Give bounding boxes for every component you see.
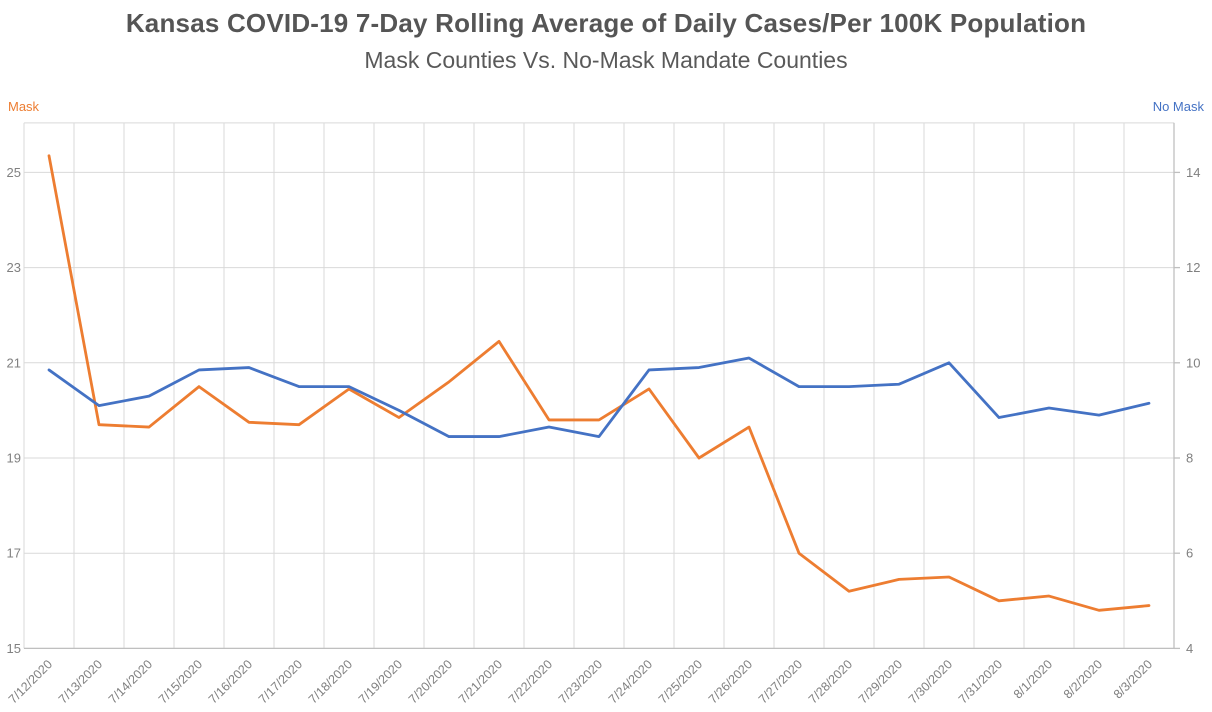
right-axis-tick-label: 10 [1186,355,1200,370]
x-axis-label: 7/21/2020 [456,657,505,706]
chart-title: Kansas COVID-19 7-Day Rolling Average of… [125,8,1087,38]
right-axis-title: No Mask [1152,99,1204,114]
x-axis-label: 7/20/2020 [406,657,455,706]
x-axis-label: 7/30/2020 [906,657,955,706]
left-axis-tick-label: 15 [7,641,21,656]
right-axis-tick-label: 4 [1186,641,1193,656]
x-axis-label: 7/27/2020 [756,657,805,706]
left-axis-tick-label: 17 [7,546,21,561]
right-axis-tick-label: 14 [1186,165,1200,180]
mask-series-line [47,154,1151,612]
left-axis-tick-label: 25 [7,165,21,180]
x-axis-label: 7/26/2020 [706,657,755,706]
x-axis-label: 8/2/2020 [1061,657,1105,701]
right-axis-tick-label: 8 [1186,451,1193,466]
x-axis-label: 7/14/2020 [106,657,155,706]
x-axis-label: 7/29/2020 [856,657,905,706]
x-axis-label: 7/22/2020 [506,657,555,706]
left-axis-tick-label: 19 [7,451,21,466]
left-axis-title: Mask [8,99,40,114]
right-axis-tick-label: 12 [1186,260,1200,275]
right-axis-tick-label: 6 [1186,546,1193,561]
x-axis-label: 7/23/2020 [556,657,605,706]
x-axis-label: 7/18/2020 [306,657,355,706]
x-axis-label: 7/16/2020 [206,657,255,706]
x-axis-label: 7/24/2020 [606,657,655,706]
x-axis-label: 8/3/2020 [1111,657,1155,701]
x-axis-label: 7/15/2020 [156,657,205,706]
x-axis-label: 7/31/2020 [956,657,1005,706]
x-axis-label: 8/1/2020 [1011,657,1055,701]
x-axis-label: 7/13/2020 [56,657,105,706]
no-mask-series-line [47,356,1151,438]
chart-subtitle: Mask Counties Vs. No-Mask Mandate Counti… [364,47,848,73]
x-axis-label: 7/25/2020 [656,657,705,706]
x-axis-label: 7/12/2020 [6,657,55,706]
x-axis-label: 7/28/2020 [806,657,855,706]
left-axis-tick-label: 21 [7,355,21,370]
x-axis-label: 7/17/2020 [256,657,305,706]
left-axis-tick-label: 23 [7,260,21,275]
x-axis-label: 7/19/2020 [356,657,405,706]
